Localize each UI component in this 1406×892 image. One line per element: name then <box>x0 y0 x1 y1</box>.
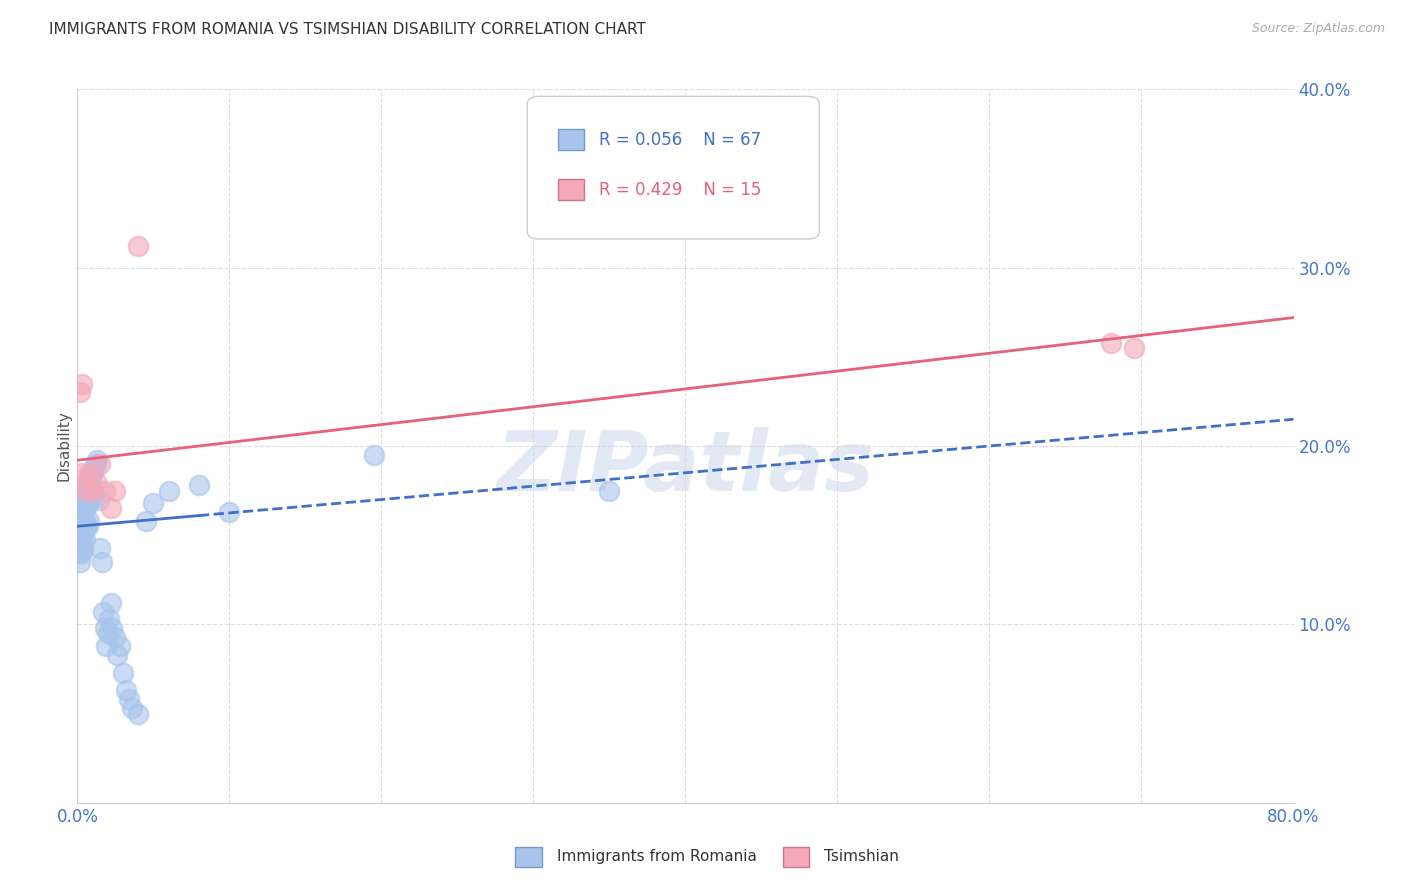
Point <box>75 519 97 533</box>
Bar <box>783 847 810 867</box>
Point <box>72 516 94 530</box>
Point <box>89 457 111 471</box>
Point <box>82 466 104 480</box>
Point <box>84 457 107 471</box>
Point <box>67 537 90 551</box>
Point <box>79 492 101 507</box>
Point <box>70 546 93 560</box>
Point <box>100 596 122 610</box>
Point <box>105 648 128 662</box>
Point <box>83 487 105 501</box>
Point <box>69 516 91 530</box>
Point <box>69 555 91 569</box>
Point <box>108 639 131 653</box>
Point <box>67 519 90 533</box>
Point <box>70 519 93 533</box>
Bar <box>515 847 541 867</box>
Point <box>79 466 101 480</box>
Point <box>73 501 96 516</box>
Point <box>86 453 108 467</box>
Point <box>75 501 97 516</box>
Point <box>82 489 104 503</box>
Point <box>75 483 97 498</box>
Bar <box>558 129 585 150</box>
Text: Source: ZipAtlas.com: Source: ZipAtlas.com <box>1251 22 1385 36</box>
Point <box>218 505 240 519</box>
Point <box>70 466 93 480</box>
Point <box>127 239 149 253</box>
Point <box>67 528 90 542</box>
Point <box>79 514 101 528</box>
Point <box>80 469 103 483</box>
Point <box>73 514 96 528</box>
Point <box>72 528 94 542</box>
Point <box>72 492 94 507</box>
Text: Immigrants from Romania: Immigrants from Romania <box>557 849 756 864</box>
Point <box>98 612 121 626</box>
Point <box>70 376 93 391</box>
Point <box>72 542 94 557</box>
Point <box>598 483 620 498</box>
Point <box>70 501 93 516</box>
Point <box>363 448 385 462</box>
Point <box>1099 335 1122 350</box>
Point <box>77 478 100 492</box>
Point <box>82 483 104 498</box>
Text: ZIPatlas: ZIPatlas <box>496 427 875 508</box>
Point <box>104 483 127 498</box>
Point <box>80 492 103 507</box>
Point <box>142 496 165 510</box>
Point <box>89 541 111 555</box>
Point <box>69 541 91 555</box>
Point <box>93 483 115 498</box>
Point <box>90 555 112 569</box>
Point <box>93 621 115 635</box>
Point <box>83 460 105 475</box>
Point <box>73 489 96 503</box>
Point <box>70 510 93 524</box>
Text: Tsimshian: Tsimshian <box>824 849 898 864</box>
Point <box>101 621 124 635</box>
Point <box>70 532 93 546</box>
Point <box>84 475 107 489</box>
Text: IMMIGRANTS FROM ROMANIA VS TSIMSHIAN DISABILITY CORRELATION CHART: IMMIGRANTS FROM ROMANIA VS TSIMSHIAN DIS… <box>49 22 647 37</box>
Point <box>73 532 96 546</box>
Text: R = 0.056    N = 67: R = 0.056 N = 67 <box>599 130 761 149</box>
Point <box>188 478 211 492</box>
Point <box>97 626 120 640</box>
Point <box>77 496 100 510</box>
Point <box>67 514 90 528</box>
Point <box>67 546 90 560</box>
Point <box>79 475 101 489</box>
Point <box>73 475 96 489</box>
Point <box>69 523 91 537</box>
Point <box>127 706 149 721</box>
Point <box>96 639 118 653</box>
Point <box>104 630 127 644</box>
Point <box>69 510 91 524</box>
Point <box>69 532 91 546</box>
Point <box>111 665 134 680</box>
Y-axis label: Disability: Disability <box>56 410 72 482</box>
Point <box>100 501 122 516</box>
Point <box>115 683 138 698</box>
Point <box>77 519 100 533</box>
Point <box>157 483 180 498</box>
Point <box>121 701 143 715</box>
Point <box>135 514 157 528</box>
Point <box>69 385 91 400</box>
Point <box>91 605 114 619</box>
Point <box>75 483 97 498</box>
Point <box>72 505 94 519</box>
Point <box>118 692 141 706</box>
Bar <box>558 179 585 200</box>
Text: R = 0.429    N = 15: R = 0.429 N = 15 <box>599 180 762 199</box>
Point <box>1122 341 1144 355</box>
Point <box>87 492 110 507</box>
FancyBboxPatch shape <box>527 96 820 239</box>
